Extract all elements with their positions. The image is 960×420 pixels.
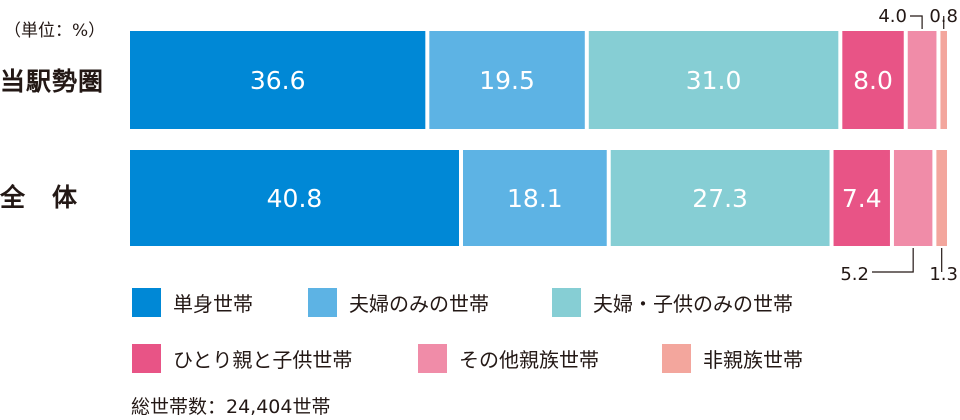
- legend-label: 夫婦のみの世帯: [349, 292, 489, 316]
- data-label: 27.3: [692, 184, 748, 213]
- bar-segment: [842, 31, 904, 129]
- bar-segment: [907, 31, 937, 129]
- bar-segment: [893, 150, 933, 246]
- data-label: 40.8: [267, 184, 323, 213]
- bar-segment: [463, 150, 607, 246]
- callout-label: 0.8: [929, 6, 958, 27]
- data-label: 19.5: [479, 66, 535, 95]
- legend-item-couple: 夫婦のみの世帯: [308, 288, 489, 317]
- callout-label: 4.0: [878, 6, 907, 27]
- unit-label: （単位：%）: [4, 21, 106, 41]
- data-label: 36.6: [250, 66, 306, 95]
- legend-swatch: [132, 344, 161, 373]
- bar-segment: [588, 31, 839, 129]
- legend-label: ひとり親と子供世帯: [173, 348, 353, 372]
- bar-segment: [130, 31, 426, 129]
- callout-label: 5.2: [840, 264, 869, 285]
- row-label-overall: 全 体: [0, 183, 79, 212]
- bar-segment: [130, 150, 460, 246]
- legend-swatch: [132, 288, 161, 317]
- legend-item-single-parent: ひとり親と子供世帯: [132, 344, 352, 373]
- legend-item-other-relatives: その他親族世帯: [418, 344, 599, 373]
- bar-segment: [940, 31, 947, 129]
- legend-label: 夫婦・子供のみの世帯: [593, 292, 793, 316]
- data-label: 18.1: [507, 184, 563, 213]
- legend-label: 非親族世帯: [703, 348, 803, 372]
- legend-label: 単身世帯: [173, 292, 253, 316]
- legend-swatch: [552, 288, 581, 317]
- callout-line: [910, 15, 923, 29]
- legend-swatch: [308, 288, 337, 317]
- stacked-bar-chart: 36.6 19.5 31.0 8.0 4.0 0.8 40.8 18.1 27.3 7.4 5.2 1…: [130, 6, 958, 285]
- legend-item-non-relatives: 非親族世帯: [662, 344, 803, 373]
- legend-swatch: [662, 344, 691, 373]
- legend-item-single: 単身世帯: [132, 288, 253, 317]
- total-households: 総世帯数：24,404世帯: [131, 396, 331, 418]
- bar-segment: [610, 150, 830, 246]
- data-label: 31.0: [686, 66, 742, 95]
- legend-item-couple-children: 夫婦・子供のみの世帯: [552, 288, 793, 317]
- row-label-station-area: 当駅勢圏: [0, 67, 105, 96]
- bar-segment: [429, 31, 585, 129]
- legend-label: その他親族世帯: [459, 348, 599, 372]
- legend-swatch: [418, 344, 447, 373]
- bar-segment: [833, 150, 890, 246]
- callout-label: 1.3: [929, 264, 958, 285]
- data-label: 8.0: [853, 66, 893, 95]
- callout-line: [872, 248, 914, 273]
- data-label: 7.4: [842, 184, 882, 213]
- bar-segment: [936, 150, 947, 246]
